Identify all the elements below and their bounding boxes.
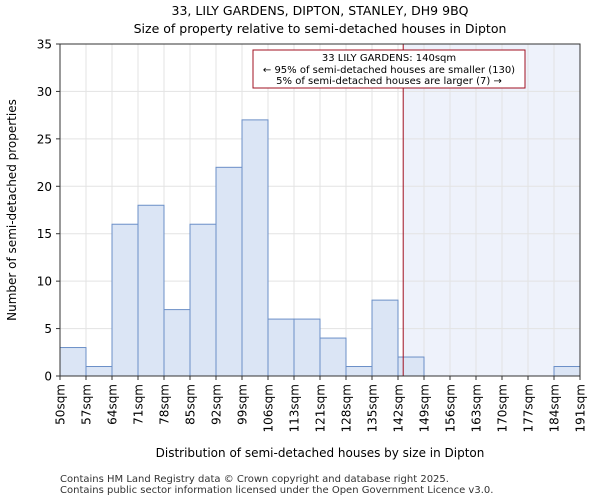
footer-copyright: Contains HM Land Registry data © Crown c… <box>60 474 449 485</box>
bar-128sqm <box>345 366 373 377</box>
x-tick-label: 99sqm <box>236 384 250 425</box>
bar-113sqm <box>293 318 321 377</box>
x-tick-label: 57sqm <box>80 384 94 425</box>
y-tick-label: 20 <box>37 180 52 194</box>
bar-121sqm <box>319 337 347 377</box>
x-tick-label: 177sqm <box>522 384 536 432</box>
bar-78sqm <box>163 309 191 377</box>
x-tick-label: 71sqm <box>132 384 146 425</box>
x-tick-label: 78sqm <box>158 384 172 425</box>
bar-50sqm <box>59 347 87 377</box>
bar-184sqm <box>553 366 581 377</box>
y-tick-label: 35 <box>37 38 52 52</box>
x-tick-label: 50sqm <box>54 384 68 425</box>
y-tick-label: 15 <box>37 227 52 241</box>
x-tick-label: 128sqm <box>340 384 354 432</box>
y-tick-label: 30 <box>37 85 52 99</box>
annotation-line-2: ← 95% of semi-detached houses are smalle… <box>263 65 515 76</box>
y-axis-label: Number of semi-detached properties <box>5 99 19 321</box>
bar-57sqm <box>85 366 113 377</box>
x-tick-label: 184sqm <box>548 384 562 432</box>
x-tick-label: 149sqm <box>418 384 432 432</box>
x-tick-label: 156sqm <box>444 384 458 432</box>
footer-licence: Contains public sector information licen… <box>60 485 494 496</box>
bar-71sqm <box>137 204 165 377</box>
bar-135sqm <box>371 299 399 377</box>
x-tick-label: 64sqm <box>106 384 120 425</box>
x-tick-label: 142sqm <box>392 384 406 432</box>
bar-64sqm <box>111 223 139 377</box>
annotation-frame <box>252 49 526 89</box>
larger-region-shading <box>403 44 580 376</box>
bar-99sqm <box>241 119 269 377</box>
x-tick-label: 121sqm <box>314 384 328 432</box>
bar-92sqm <box>215 166 243 377</box>
x-tick-label: 170sqm <box>496 384 510 432</box>
chart-title-address: 33, LILY GARDENS, DIPTON, STANLEY, DH9 9… <box>171 3 469 18</box>
x-axis-label: Distribution of semi-detached houses by … <box>156 446 485 460</box>
y-tick-label: 10 <box>37 275 52 289</box>
y-axis-ticks: 0 5 10 15 20 25 30 35 <box>37 38 60 384</box>
bar-85sqm <box>189 223 217 377</box>
x-tick-label: 135sqm <box>366 384 380 432</box>
y-tick-label: 0 <box>44 370 52 384</box>
x-tick-label: 191sqm <box>574 384 588 432</box>
x-tick-label: 92sqm <box>210 384 224 425</box>
x-axis-ticks: 50sqm 57sqm 64sqm 71sqm 78sqm 85sqm 92sqm 99sqm… <box>54 376 588 432</box>
annotation-line-1: 33 LILY GARDENS: 140sqm <box>322 53 456 64</box>
y-tick-label: 5 <box>44 322 52 336</box>
bar-106sqm <box>267 318 295 377</box>
annotation-line-3: 5% of semi-detached houses are larger (7… <box>276 76 502 87</box>
x-tick-label: 113sqm <box>288 384 302 432</box>
x-tick-label: 106sqm <box>262 384 276 432</box>
x-tick-label: 85sqm <box>184 384 198 425</box>
x-tick-label: 163sqm <box>470 384 484 432</box>
bars-group <box>59 119 581 377</box>
bar-142sqm <box>397 356 425 377</box>
chart-title-subtitle: Size of property relative to semi-detach… <box>133 21 507 36</box>
y-tick-label: 25 <box>37 132 52 146</box>
annotation-box: 33 LILY GARDENS: 140sqm ← 95% of semi-de… <box>252 49 526 89</box>
